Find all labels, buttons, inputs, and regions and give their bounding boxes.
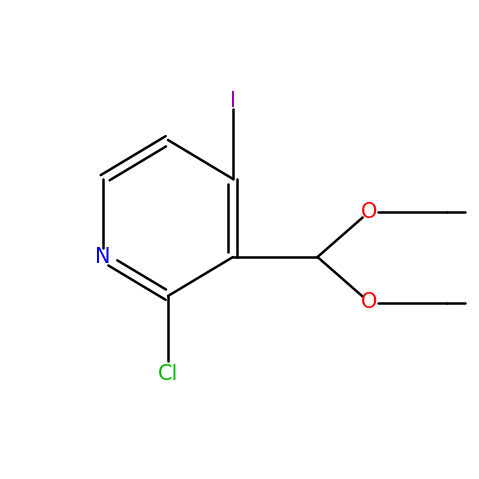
- Text: Cl: Cl: [158, 364, 178, 384]
- Text: I: I: [230, 91, 236, 111]
- Text: O: O: [361, 293, 377, 312]
- Text: O: O: [361, 202, 377, 221]
- Text: N: N: [95, 247, 111, 267]
